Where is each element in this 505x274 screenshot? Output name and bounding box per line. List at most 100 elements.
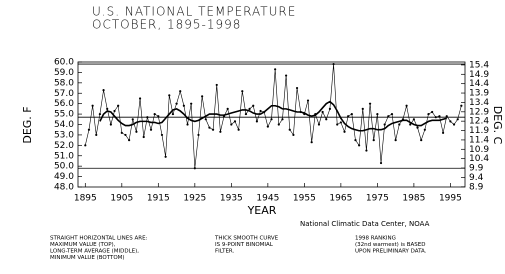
data-point bbox=[219, 130, 222, 133]
data-point bbox=[445, 115, 448, 118]
data-point bbox=[244, 112, 248, 116]
footnote: UPON PRELIMINARY DATA. bbox=[355, 249, 427, 255]
data-point bbox=[252, 104, 255, 107]
x-tick-label: 1915 bbox=[147, 194, 170, 204]
data-point bbox=[295, 86, 299, 90]
y-axis-label: DEG. F bbox=[21, 106, 34, 143]
data-point bbox=[255, 120, 258, 123]
data-point bbox=[383, 123, 386, 126]
data-point bbox=[292, 133, 295, 137]
y-tick-label: 54.0 bbox=[54, 120, 74, 130]
data-point bbox=[317, 123, 321, 126]
data-point bbox=[157, 115, 160, 118]
y2-tick-label: 15.4 bbox=[469, 60, 489, 70]
x-tick-label: 1895 bbox=[74, 194, 97, 204]
y-tick-label: 51.0 bbox=[54, 151, 74, 161]
x-axis-label: YEAR bbox=[247, 204, 277, 217]
data-point bbox=[358, 144, 361, 147]
data-point bbox=[368, 102, 372, 105]
y-tick-label: 57.0 bbox=[54, 89, 74, 99]
y2-tick-label: 13.4 bbox=[469, 98, 489, 108]
data-point bbox=[233, 120, 237, 123]
data-point bbox=[332, 62, 335, 66]
data-point bbox=[277, 123, 280, 126]
y-tick-label: 58.0 bbox=[54, 78, 74, 88]
footnote: MAXIMUM VALUE (TOP), bbox=[50, 242, 116, 248]
y2-tick-label: 13.9 bbox=[469, 89, 489, 99]
footnote: STRAIGHT HORIZONTAL LINES ARE: bbox=[50, 236, 148, 242]
data-point bbox=[124, 133, 127, 137]
y2-tick-label: 9.9 bbox=[469, 164, 484, 174]
data-point bbox=[237, 128, 240, 131]
x-tick-label: 1955 bbox=[293, 194, 316, 204]
footnote: MINIMUM VALUE (BOTTOM) bbox=[50, 255, 125, 261]
chart-subtitle: OCTOBER, 1895-1998 bbox=[92, 18, 241, 32]
data-point bbox=[182, 104, 185, 107]
data-point bbox=[274, 68, 277, 71]
data-point bbox=[281, 118, 284, 121]
data-point bbox=[215, 83, 218, 87]
x-tick-label: 1935 bbox=[220, 194, 243, 204]
data-point bbox=[186, 123, 189, 126]
data-point bbox=[266, 125, 269, 128]
data-point bbox=[321, 110, 324, 114]
y-tick-label: 56.0 bbox=[54, 99, 74, 109]
footnote: (32nd warmest) is BASED bbox=[355, 242, 425, 248]
x-tick-label: 1965 bbox=[329, 194, 352, 204]
data-point bbox=[336, 123, 339, 126]
data-point bbox=[106, 107, 109, 110]
data-point bbox=[230, 123, 233, 126]
data-point bbox=[241, 90, 244, 93]
data-point bbox=[208, 126, 211, 129]
x-tick-label: 1995 bbox=[439, 194, 462, 204]
y2-tick-label: 14.9 bbox=[469, 70, 489, 80]
y-tick-label: 50.0 bbox=[54, 162, 74, 172]
data-point bbox=[376, 112, 379, 116]
data-point bbox=[120, 131, 123, 134]
y2-tick-label: 12.9 bbox=[469, 107, 489, 117]
footnote: IS 9-POINT BINOMIAL bbox=[215, 242, 274, 248]
data-point bbox=[379, 161, 383, 165]
data-point bbox=[259, 109, 262, 113]
data-point bbox=[153, 112, 156, 116]
data-point bbox=[113, 109, 116, 113]
data-point bbox=[288, 128, 291, 131]
y-tick-label: 49.0 bbox=[54, 172, 74, 182]
data-point bbox=[456, 118, 459, 121]
data-point bbox=[248, 107, 251, 110]
data-point bbox=[390, 112, 394, 116]
x-tick-label: 1985 bbox=[402, 194, 425, 204]
footnote: LONG-TERM AVERAGE (MIDDLE), bbox=[50, 249, 139, 255]
data-point bbox=[128, 139, 131, 142]
x-tick-label: 1975 bbox=[366, 194, 389, 204]
data-point bbox=[394, 139, 397, 142]
data-point bbox=[109, 123, 112, 126]
data-point bbox=[372, 139, 375, 142]
y2-tick-label: 8.9 bbox=[469, 182, 484, 192]
data-point bbox=[211, 128, 215, 131]
data-point bbox=[149, 128, 153, 131]
data-point bbox=[405, 104, 408, 107]
data-point bbox=[431, 110, 434, 114]
y2-axis-label: DEG. C bbox=[491, 106, 504, 145]
y2-tick-label: 9.4 bbox=[469, 173, 484, 183]
data-point bbox=[339, 121, 342, 124]
data-point bbox=[306, 99, 310, 102]
data-point bbox=[310, 141, 313, 144]
data-point bbox=[427, 112, 430, 116]
source: National Climatic Data Center, NOAA bbox=[300, 220, 430, 228]
data-point bbox=[449, 120, 452, 123]
data-point bbox=[102, 89, 105, 92]
data-point bbox=[270, 118, 273, 121]
data-point bbox=[135, 130, 138, 133]
y-tick-label: 52.0 bbox=[54, 141, 74, 151]
data-point bbox=[168, 94, 171, 97]
data-point bbox=[160, 133, 164, 137]
x-tick-label: 1945 bbox=[256, 194, 279, 204]
chart-title: U.S. NATIONAL TEMPERATURE bbox=[92, 5, 296, 19]
data-point bbox=[441, 131, 445, 134]
data-point bbox=[460, 104, 463, 107]
footnote: 1998 RANKING bbox=[355, 236, 396, 242]
data-point bbox=[438, 115, 441, 118]
